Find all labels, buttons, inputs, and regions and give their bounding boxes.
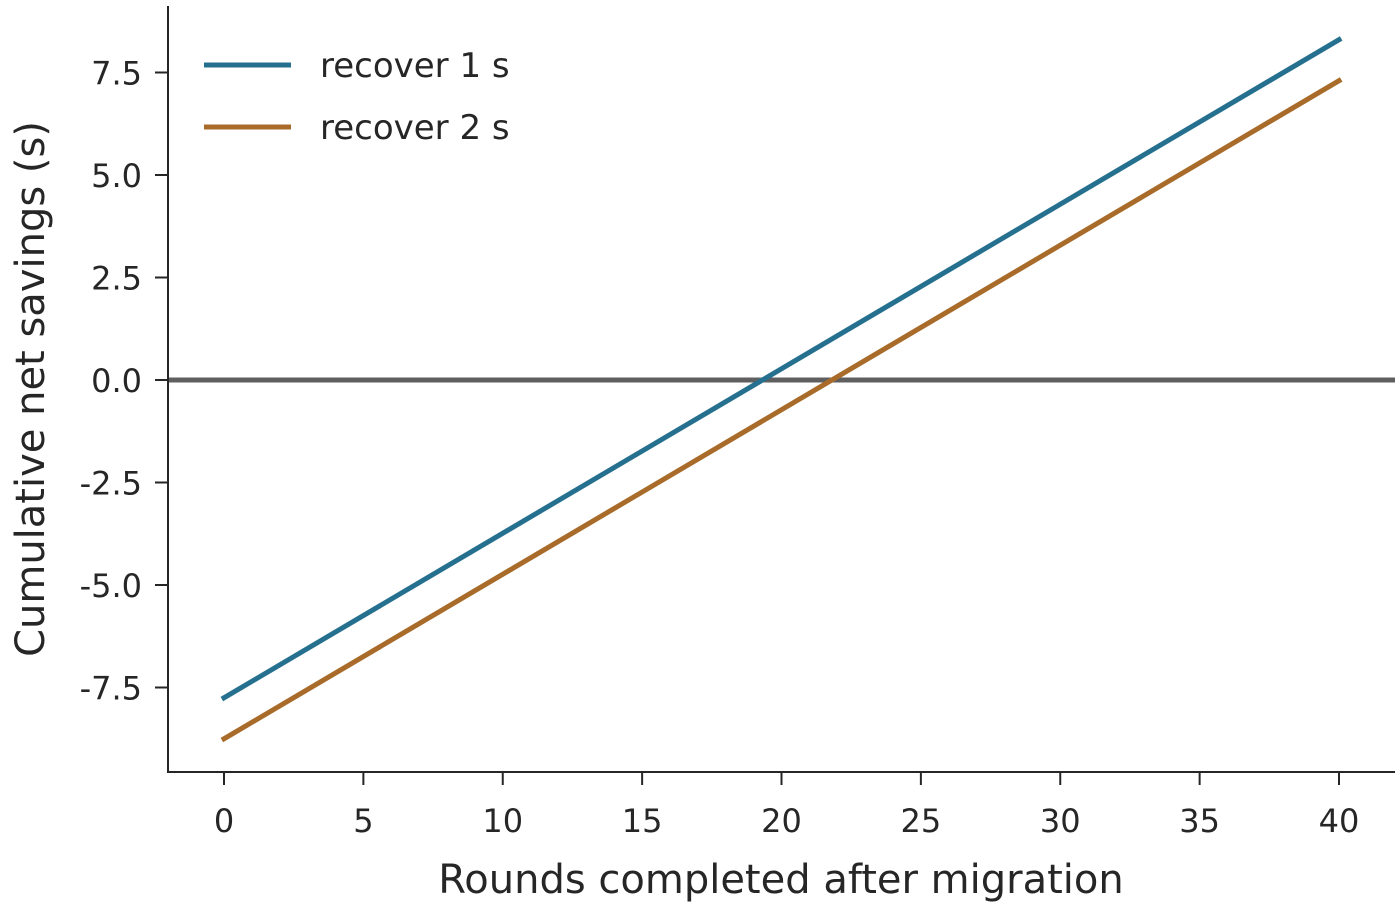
x-tick-label: 25 [901, 802, 942, 840]
legend-label-recover-2s: recover 2 s [320, 108, 510, 148]
x-tick-label: 40 [1319, 802, 1360, 840]
x-tick-label: 20 [761, 802, 802, 840]
y-ticks: -7.5 -5.0 -2.5 0.0 2.5 5.0 7.5 [80, 55, 168, 708]
y-tick-label: 5.0 [91, 157, 142, 195]
x-tick-label: 5 [353, 802, 373, 840]
y-axis-label: Cumulative net savings (s) [8, 121, 54, 657]
series-line-2 [220, 77, 1343, 743]
x-ticks: 0 5 10 15 20 25 30 35 40 [214, 772, 1360, 840]
y-tick-label: -7.5 [80, 670, 142, 708]
x-tick-label: 15 [622, 802, 663, 840]
y-tick-label: 2.5 [91, 260, 142, 298]
y-tick-label: -2.5 [80, 465, 142, 503]
series-line-1 [220, 36, 1343, 702]
x-tick-label: 0 [214, 802, 234, 840]
x-tick-label: 35 [1179, 802, 1220, 840]
legend: recover 1 s recover 2 s [204, 46, 510, 148]
y-tick-label: -5.0 [80, 567, 142, 605]
series-layer [220, 36, 1343, 743]
legend-label-recover-1s: recover 1 s [320, 46, 510, 86]
x-tick-label: 10 [482, 802, 523, 840]
y-tick-label: 0.0 [91, 362, 142, 400]
y-tick-label: 7.5 [91, 55, 142, 93]
x-axis-label: Rounds completed after migration [438, 857, 1123, 903]
x-tick-label: 30 [1040, 802, 1081, 840]
